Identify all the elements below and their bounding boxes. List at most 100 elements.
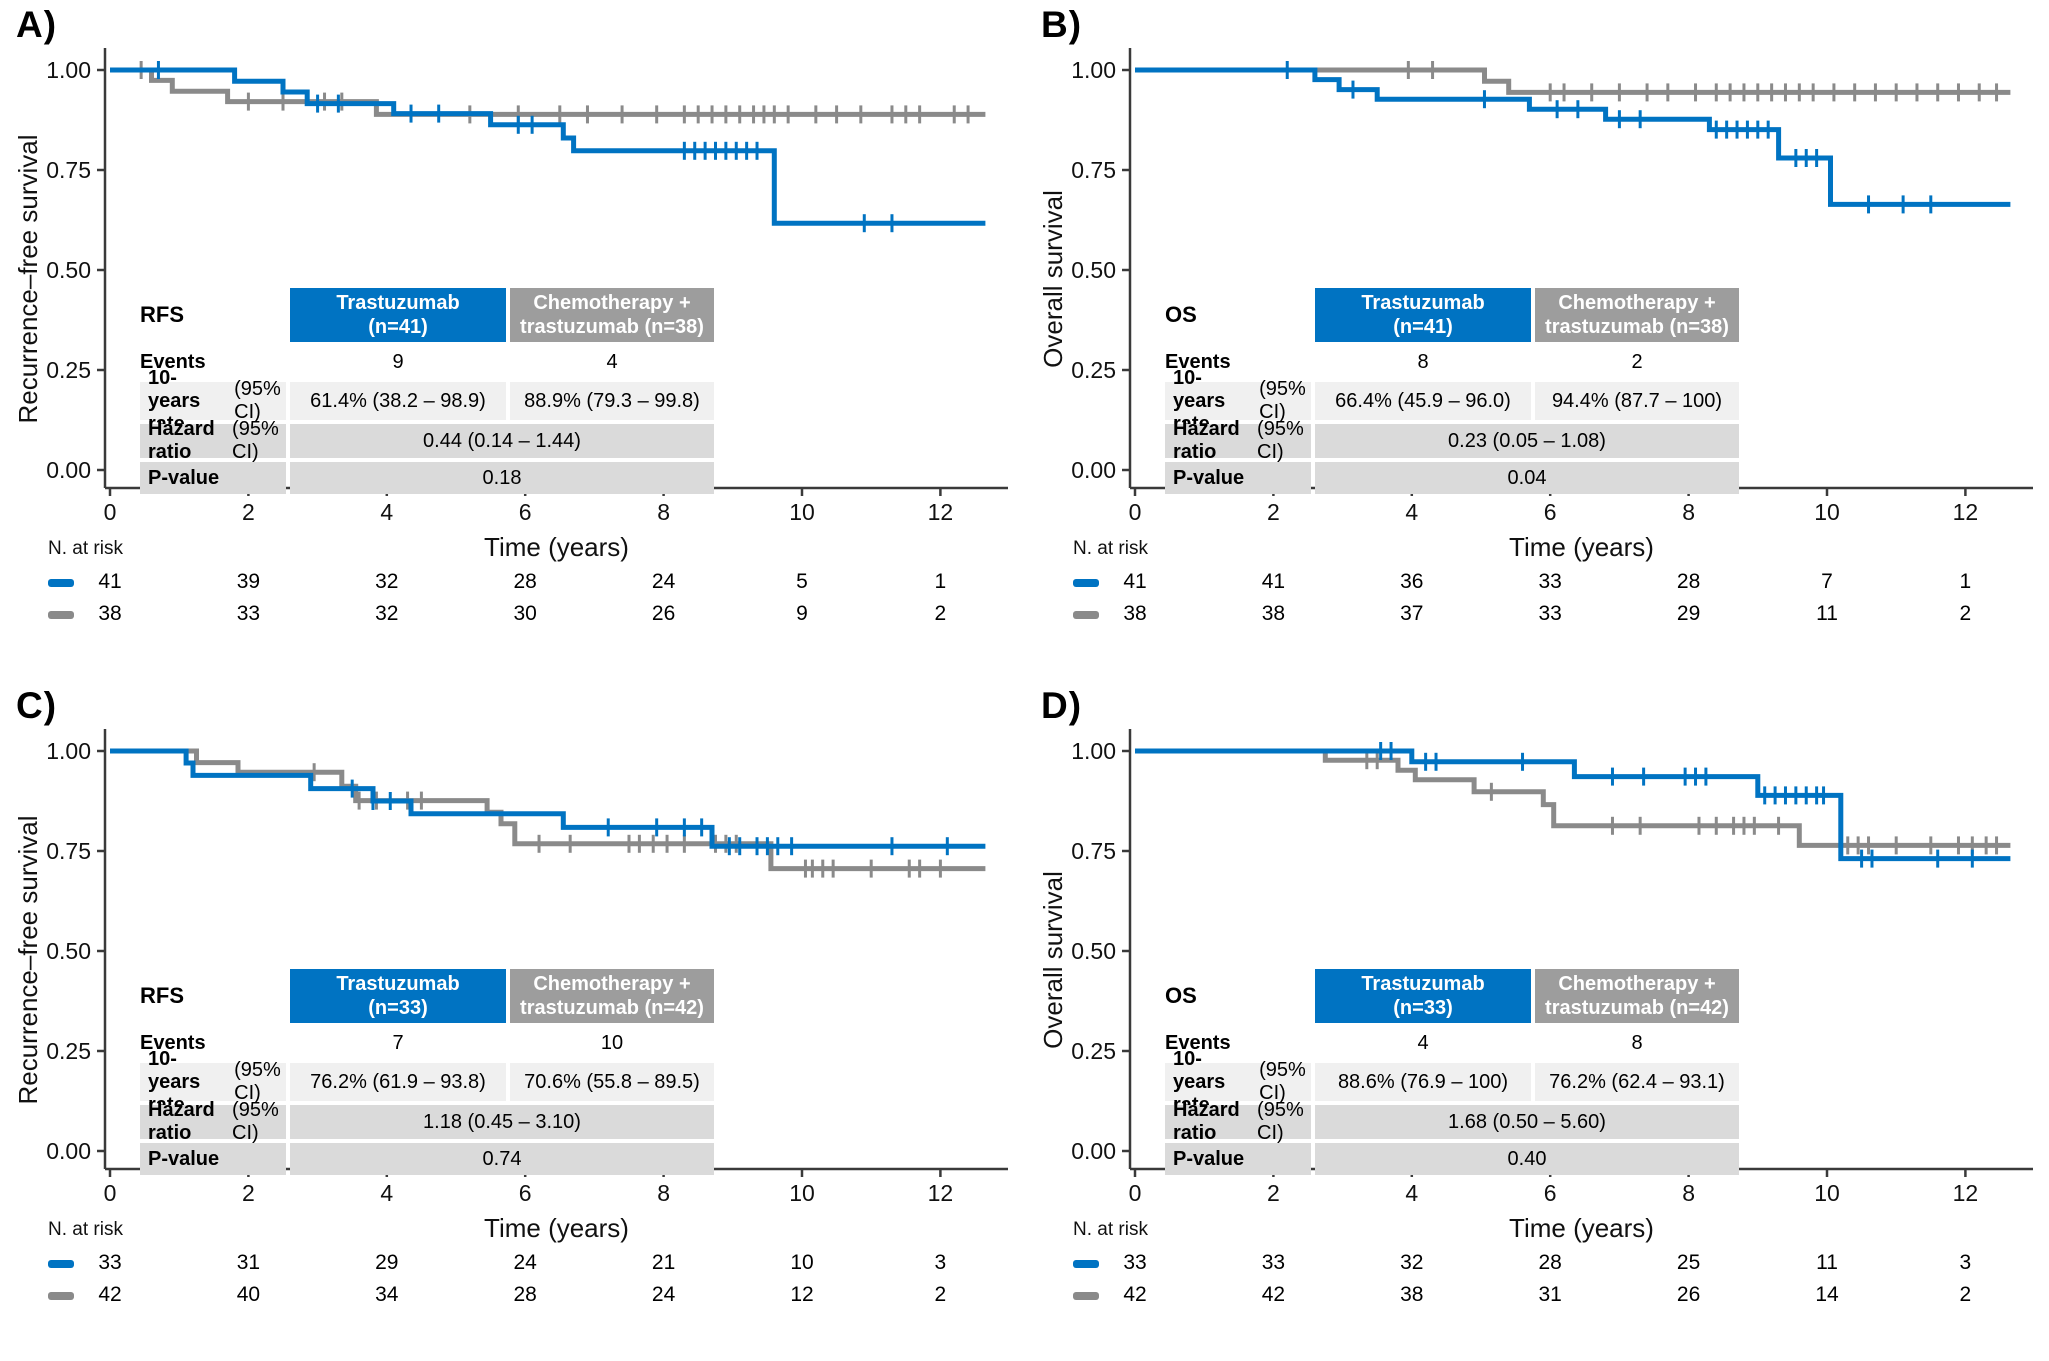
x-tick-label: 4 — [1405, 1180, 1418, 1206]
x-axis-title: Time (years) — [1509, 1213, 1654, 1243]
risk-swatch-blue — [1073, 579, 1099, 587]
km-curve-chemo-trastuzumab — [1135, 67, 2011, 95]
risk-count: 36 — [1400, 570, 1424, 593]
risk-count: 42 — [1261, 1283, 1286, 1306]
stats-row-label: Events — [1165, 1031, 1231, 1054]
stats-value: 9 — [392, 350, 404, 373]
risk-count: 38 — [1261, 602, 1286, 625]
stats-value: 4 — [1417, 1031, 1429, 1054]
stats-col-header-1: Trastuzumab (n=41) — [290, 288, 506, 342]
stats-value-merged: 0.44 (0.14 – 1.44) — [290, 424, 714, 458]
km-curve-trastuzumab — [1135, 748, 2011, 862]
risk-count: 2 — [934, 1283, 947, 1306]
y-tick-label: 1.00 — [1071, 738, 1116, 764]
risk-count: 38 — [98, 602, 122, 625]
x-axis-title: Time (years) — [1509, 532, 1654, 562]
risk-table-label: N. at risk — [48, 1219, 123, 1240]
stats-value-merged: 0.04 — [1315, 462, 1739, 494]
risk-count: 38 — [1123, 602, 1147, 625]
stats-value-merged: 0.18 — [290, 462, 714, 494]
panel-label: D) — [1041, 685, 1083, 726]
stats-value-merged: 0.40 — [1315, 1143, 1739, 1175]
risk-count: 24 — [513, 1251, 537, 1274]
x-tick-label: 8 — [1682, 1180, 1695, 1206]
stats-title: RFS — [140, 983, 184, 1008]
y-tick-label: 0.75 — [1071, 157, 1116, 183]
risk-count: 7 — [1821, 570, 1833, 593]
x-tick-label: 4 — [380, 1180, 393, 1206]
stats-value: 4 — [606, 350, 618, 373]
y-tick-label: 0.50 — [46, 938, 91, 964]
stats-table: OS Trastuzumab (n=41) Chemotherapy + trastuz… — [1165, 288, 1739, 494]
risk-count: 1 — [1959, 570, 1972, 593]
stats-title: RFS — [140, 302, 184, 327]
risk-swatch-blue — [1073, 1260, 1099, 1268]
stats-value: 2 — [1631, 350, 1643, 373]
km-plot: 1.00 0.75 0.50 0.25 0.00 0 2 4 6 8 10 12 Time (years… — [46, 729, 1008, 1243]
risk-count: 25 — [1676, 1251, 1701, 1274]
km-panel: D) Overall survival 1.00 0.75 0.50 0.25 0.00… — [1025, 681, 2049, 1361]
risk-count: 41 — [1123, 570, 1147, 593]
x-tick-label: 4 — [1405, 499, 1418, 525]
risk-count: 37 — [1400, 602, 1424, 625]
km-plot: 1.00 0.75 0.50 0.25 0.00 0 2 4 6 8 10 12 Time (years… — [1071, 48, 2033, 562]
x-tick-label: 12 — [928, 499, 954, 525]
risk-row-trastuzumab: 41 39 32 28 24 5 1 — [0, 570, 1024, 596]
y-tick-label: 1.00 — [1071, 57, 1116, 83]
risk-count: 28 — [513, 1283, 537, 1306]
x-tick-label: 6 — [519, 1180, 532, 1206]
x-tick-label: 8 — [657, 499, 670, 525]
stats-row-label: Events — [140, 1031, 206, 1054]
risk-row-trastuzumab: 33 31 29 24 21 10 3 — [0, 1251, 1024, 1277]
km-panel: C) Recurrence–free survival 1.00 0.75 0.50… — [0, 681, 1024, 1361]
stats-row-label: 10-years rate(95% CI) — [1165, 1048, 1311, 1116]
y-tick-label: 0.00 — [46, 1138, 91, 1164]
y-tick-label: 0.50 — [1071, 257, 1116, 283]
stats-title: OS — [1165, 983, 1197, 1008]
x-tick-label: 12 — [1953, 499, 1979, 525]
stats-value: 88.9% (79.3 – 99.8) — [510, 382, 714, 420]
risk-count: 26 — [651, 602, 676, 625]
stats-col-header-1: Trastuzumab (n=41) — [1315, 288, 1531, 342]
stats-row-label: Hazard ratio (95% CI) — [1165, 418, 1311, 463]
risk-count: 5 — [796, 570, 808, 593]
risk-count: 32 — [375, 602, 399, 625]
risk-count: 1 — [934, 570, 947, 593]
risk-count: 31 — [236, 1251, 261, 1274]
stats-row-label: P-value — [140, 1143, 286, 1175]
stats-value: 88.6% (76.9 – 100) — [1315, 1063, 1531, 1101]
stats-col-header-2: Chemotherapy + trastuzumab (n=42) — [1535, 969, 1739, 1023]
y-tick-label: 0.25 — [1071, 357, 1116, 383]
x-tick-label: 8 — [1682, 499, 1695, 525]
stats-value: 7 — [392, 1031, 404, 1054]
x-tick-label: 6 — [1544, 499, 1557, 525]
risk-count: 33 — [1123, 1251, 1147, 1274]
risk-count: 3 — [934, 1251, 947, 1274]
risk-count: 33 — [236, 602, 261, 625]
stats-value: 94.4% (87.7 – 100) — [1535, 382, 1739, 420]
stats-value: 8 — [1631, 1031, 1643, 1054]
km-curve-trastuzumab — [1135, 67, 2011, 207]
x-tick-label: 12 — [928, 1180, 954, 1206]
risk-row-trastuzumab: 33 33 32 28 25 11 3 — [1025, 1251, 2049, 1277]
x-tick-label: 6 — [519, 499, 532, 525]
risk-count: 10 — [790, 1251, 814, 1274]
risk-count: 29 — [1676, 602, 1701, 625]
y-tick-label: 0.75 — [1071, 838, 1116, 864]
km-plot: 1.00 0.75 0.50 0.25 0.00 0 2 4 6 8 10 12 Time (years… — [1071, 729, 2033, 1243]
stats-value: 10 — [600, 1031, 624, 1054]
stats-table: OS Trastuzumab (n=33) Chemotherapy + trastuz… — [1165, 969, 1739, 1175]
risk-count: 30 — [513, 602, 537, 625]
risk-table-label: N. at risk — [1073, 1219, 1148, 1240]
risk-row-chemo-trastuzumab: 42 40 34 28 24 12 2 — [0, 1283, 1024, 1309]
risk-row-chemo-trastuzumab: 38 38 37 33 29 11 2 — [1025, 602, 2049, 628]
stats-row-label: P-value — [1165, 1143, 1311, 1175]
km-panel: A) Recurrence–free survival 1.00 0.75 0.50… — [0, 0, 1024, 680]
stats-row-label: P-value — [1165, 462, 1311, 494]
risk-swatch-gray — [1073, 1292, 1099, 1300]
risk-count: 28 — [1538, 1251, 1562, 1274]
stats-value-merged: 0.74 — [290, 1143, 714, 1175]
risk-count: 28 — [513, 570, 537, 593]
stats-value: 76.2% (62.4 – 93.1) — [1535, 1063, 1739, 1101]
risk-count: 41 — [98, 570, 122, 593]
